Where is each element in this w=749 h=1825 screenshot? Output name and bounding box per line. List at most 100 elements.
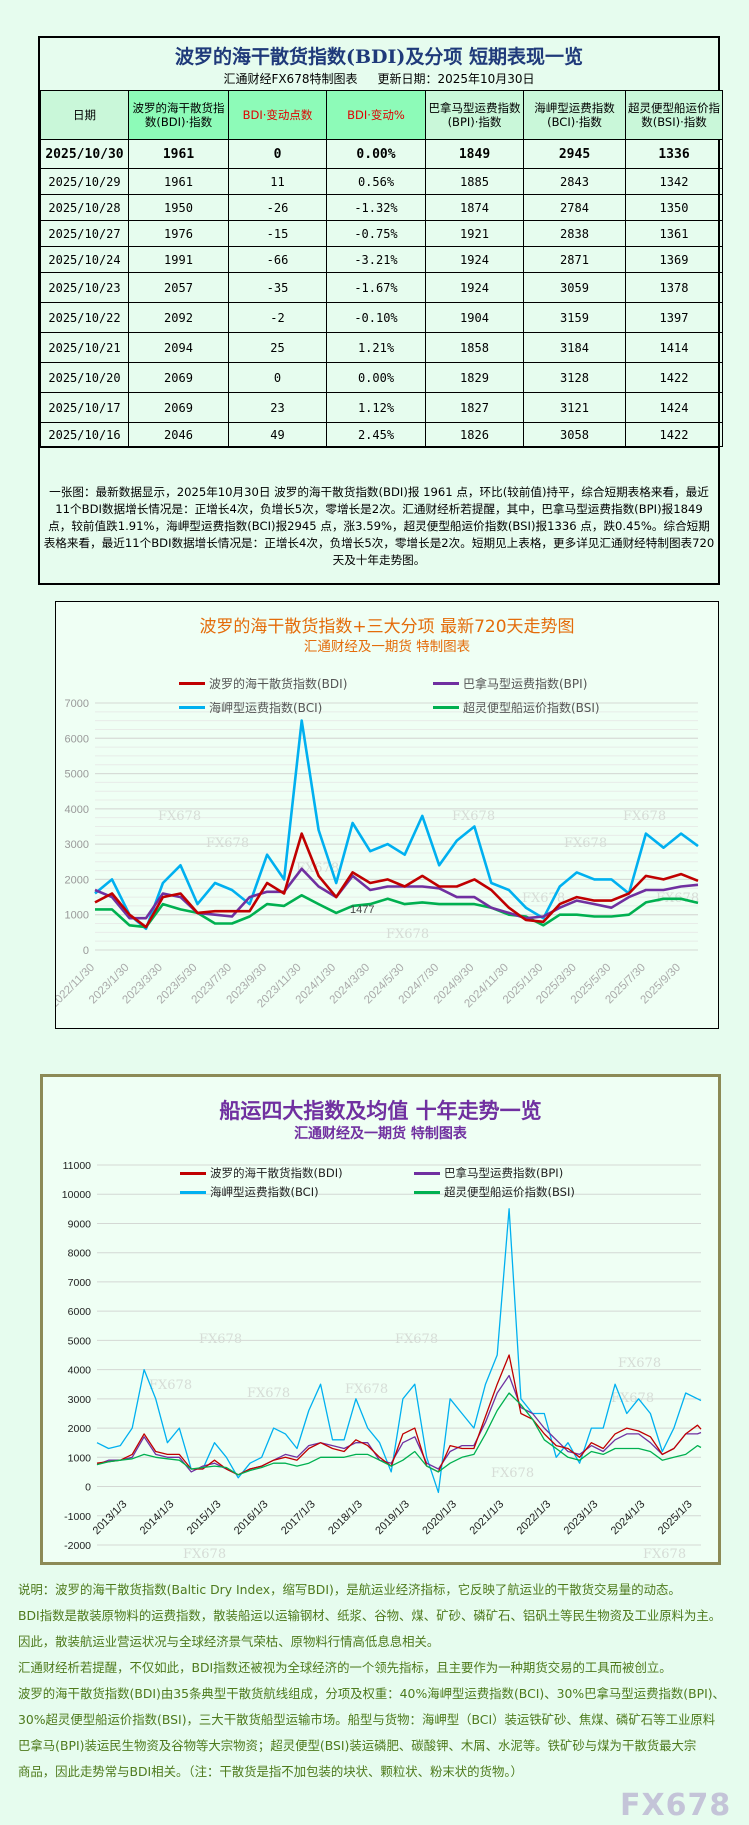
chart1-title: 波罗的海干散货指数+三大分项 最新720天走势图	[199, 617, 575, 637]
table-row: 2025/10/29 1961 11 0.56% 1885 2843 1342	[40, 168, 723, 195]
x-tick-label: 2023/1/3	[562, 1498, 601, 1537]
cell-bdi: 2092	[128, 302, 229, 333]
cell-bpi: 1904	[425, 302, 524, 333]
cell-bdi-change-pct: 2.45%	[326, 422, 426, 447]
cell-date: 2025/10/20	[40, 362, 129, 393]
x-tick-label: 2013/1/3	[91, 1498, 130, 1537]
legend-swatch	[433, 706, 459, 709]
cell-bci: 3159	[523, 302, 626, 333]
table-row: 2025/10/23 2057 -35 -1.67% 1924 3059 1378	[40, 272, 723, 303]
watermark-text: FX678	[491, 1466, 534, 1481]
legend-label: 巴拿马型运费指数(BPI)	[444, 1166, 564, 1180]
cell-bdi-change-pct: 1.12%	[326, 392, 426, 423]
y-tick-label: 7000	[65, 698, 89, 710]
cell-bdi-change-pct: 1.21%	[326, 332, 426, 363]
legend-label: 超灵便型船运价指数(BSI)	[463, 701, 600, 715]
y-tick-label: 8000	[68, 1248, 92, 1260]
cell-bsi: 1422	[625, 362, 723, 393]
y-tick-label: 1000	[68, 1452, 92, 1464]
watermark-text: FX678	[452, 809, 495, 824]
watermark-text: FX678	[345, 1382, 388, 1397]
cell-bdi-change-points: -35	[228, 272, 327, 303]
y-tick-label: 6000	[68, 1306, 92, 1318]
y-tick-label: 4000	[65, 804, 89, 816]
note-line: 说明：波罗的海干散货指数(Baltic Dry Index，缩写BDI)，是航运…	[18, 1582, 681, 1597]
table-maker: 汇通财经FX678特制图表	[223, 72, 358, 86]
chart-10y-svg: -2000 -1000 0 1000 2000 3000 4000 5000 6000 7000 8…	[62, 1160, 702, 1562]
series-line-bsi	[96, 1392, 702, 1476]
x-tick-label: 2015/1/3	[185, 1498, 224, 1537]
legend-bci: 海岬型运费指数(BCI)	[179, 699, 322, 716]
cell-bci: 2843	[523, 168, 626, 195]
cell-bsi: 1424	[625, 392, 723, 423]
cell-bdi-change-pct: 0.00%	[326, 362, 426, 393]
legend-label: 巴拿马型运费指数(BPI)	[463, 677, 588, 691]
cell-bci: 3121	[523, 392, 626, 423]
chart-ten-year-trend: -2000 -1000 0 1000 2000 3000 4000 5000 6000 7000 8…	[40, 1074, 721, 1565]
cell-bsi: 1369	[625, 246, 723, 273]
y-tick-label: 9000	[68, 1218, 92, 1230]
notes-section: 说明：波罗的海干散货指数(Baltic Dry Index，缩写BDI)，是航运…	[18, 1577, 749, 1785]
cell-bpi: 1874	[425, 194, 524, 221]
cell-date: 2025/10/21	[40, 332, 129, 363]
legend-swatch	[179, 682, 205, 685]
watermark-text: FX678	[206, 836, 249, 851]
cell-bdi: 1976	[128, 220, 229, 247]
chart1-subtitle: 汇通财经及一期货 特制图表	[303, 639, 471, 655]
legend-swatch	[414, 1190, 440, 1194]
cell-bdi-change-points: -26	[228, 194, 327, 221]
note-line: 汇通财经析若提醒，不仅如此，BDI指数还被视为全球经济的一个领先指标，且主要作为…	[18, 1660, 672, 1675]
legend-bsi: 超灵便型船运价指数(BSI)	[433, 699, 600, 716]
series-line-bsi	[95, 893, 699, 929]
note-line: 商品，因此走势常与BDI相关。（注：干散货是指不加包装的块状、颗粒状、粉末状的货…	[18, 1764, 523, 1779]
watermark-text: FX678	[623, 809, 666, 824]
cell-bsi: 1378	[625, 272, 723, 303]
cell-bpi: 1921	[425, 220, 524, 247]
y-tick-label: -2000	[64, 1540, 91, 1552]
cell-date: 2025/10/28	[40, 194, 129, 221]
x-tick-label: 2021/1/3	[468, 1498, 507, 1537]
watermark-text: FX678	[149, 1378, 192, 1393]
watermark-text: FX678	[395, 1332, 438, 1347]
cell-bpi: 1849	[425, 139, 524, 169]
header-bdi-change-points: BDI·变动点数	[228, 90, 327, 140]
legend-bpi: 巴拿马型运费指数(BPI)	[433, 675, 587, 692]
header-bpi: 巴拿马型运费指数(BPI)·指数	[425, 90, 524, 140]
cell-bdi-change-points: 49	[228, 422, 327, 447]
cell-bdi-change-points: 11	[228, 168, 327, 195]
cell-bdi-change-pct: -0.75%	[326, 220, 426, 247]
cell-bsi: 1350	[625, 194, 723, 221]
cell-bci: 3058	[523, 422, 626, 447]
cell-date: 2025/10/16	[40, 422, 129, 447]
y-tick-label: 3000	[68, 1394, 92, 1406]
chart2-subtitle: 汇通财经及一期货 特制图表	[294, 1126, 467, 1142]
cell-bsi: 1336	[625, 139, 723, 169]
x-tick-label: 2019/1/3	[373, 1498, 412, 1537]
cell-bpi: 1829	[425, 362, 524, 393]
cell-bdi-change-pct: -1.32%	[326, 194, 426, 221]
table-row: 2025/10/16 2046 49 2.45% 1826 3058 1422	[40, 422, 723, 447]
cell-bpi: 1885	[425, 168, 524, 195]
cell-bpi: 1826	[425, 422, 524, 447]
cell-date: 2025/10/22	[40, 302, 129, 333]
x-tick-label: 2016/1/3	[232, 1498, 271, 1537]
watermark-text: FX678	[183, 1547, 226, 1562]
cell-bdi: 2069	[128, 392, 229, 423]
cell-bdi-change-points: 0	[228, 362, 327, 393]
legend-swatch	[180, 1190, 206, 1194]
data-label-annotation: 1477	[350, 904, 374, 916]
header-date: 日期	[40, 90, 129, 140]
cell-bsi: 1397	[625, 302, 723, 333]
cell-bpi: 1858	[425, 332, 524, 363]
legend-bsi: 超灵便型船运价指数(BSI)	[414, 1184, 575, 1200]
watermark-text: FX678	[386, 927, 429, 942]
cell-bdi-change-points: 0	[228, 139, 327, 169]
chart-720-svg: 010002000300040005000600070002022/11/302…	[56, 698, 699, 1010]
x-tick-label: 2022/1/3	[515, 1498, 554, 1537]
y-tick-label: 7000	[68, 1277, 92, 1289]
legend-swatch	[414, 1171, 440, 1175]
cell-bdi-change-points: 23	[228, 392, 327, 423]
watermark-text: FX678	[158, 809, 201, 824]
cell-bci: 2945	[523, 139, 626, 169]
table-row: 2025/10/20 2069 0 0.00% 1829 3128 1422	[40, 362, 723, 393]
